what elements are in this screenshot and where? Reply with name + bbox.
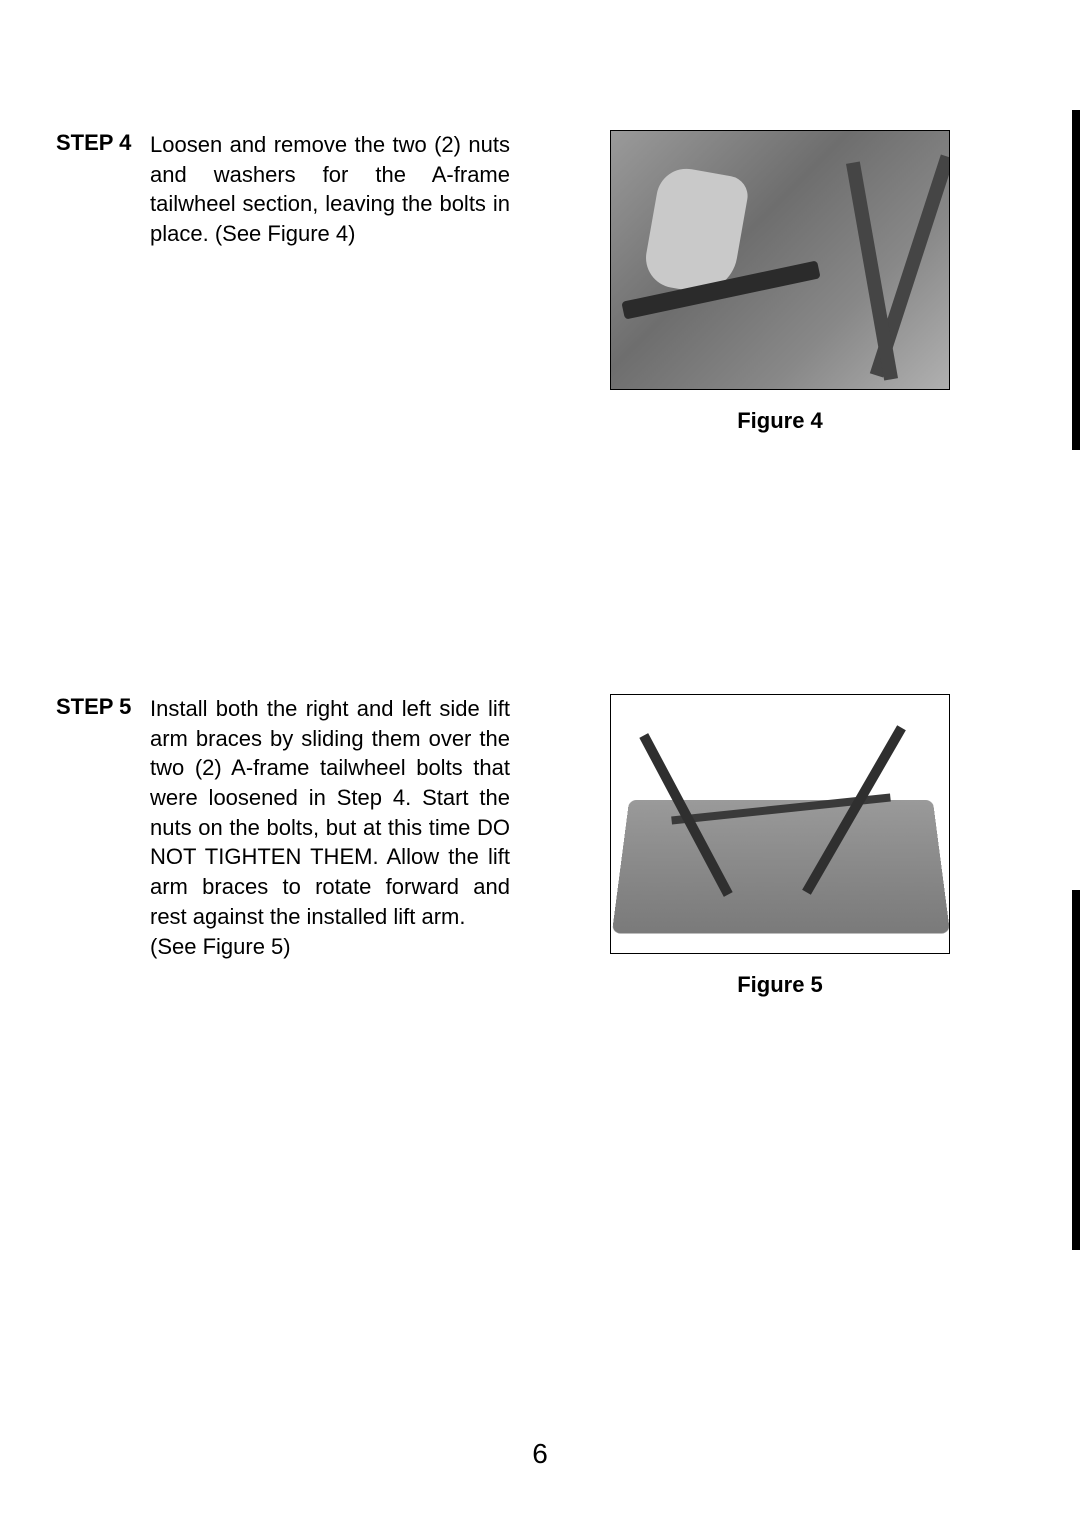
step-5-figurecol: Figure 5: [590, 694, 970, 998]
figure-5-deck-icon: [612, 800, 950, 934]
step-5-block: STEP 5 Install both the right and left s…: [50, 694, 1030, 998]
manual-page: STEP 4 Loosen and remove the two (2) nut…: [0, 0, 1080, 1525]
step-5-text: Install both the right and left side lif…: [150, 694, 510, 961]
step-4-block: STEP 4 Loosen and remove the two (2) nut…: [50, 130, 1030, 434]
figure-5-caption: Figure 5: [737, 972, 823, 998]
step-4-text: Loosen and remove the two (2) nuts and w…: [150, 130, 510, 249]
figure-4-caption: Figure 4: [737, 408, 823, 434]
scan-edge-marks: [1072, 110, 1080, 1250]
step-4-label: STEP 4: [50, 130, 150, 249]
step-4-textcol: STEP 4 Loosen and remove the two (2) nut…: [50, 130, 530, 249]
page-number: 6: [0, 1438, 1080, 1470]
figure-5-image: [610, 694, 950, 954]
scan-edge-mark-icon: [1072, 890, 1080, 1250]
scan-edge-mark-icon: [1072, 110, 1080, 450]
step-5-label: STEP 5: [50, 694, 150, 961]
step-4-figurecol: Figure 4: [590, 130, 970, 434]
step-5-textcol: STEP 5 Install both the right and left s…: [50, 694, 530, 961]
figure-4-image: [610, 130, 950, 390]
